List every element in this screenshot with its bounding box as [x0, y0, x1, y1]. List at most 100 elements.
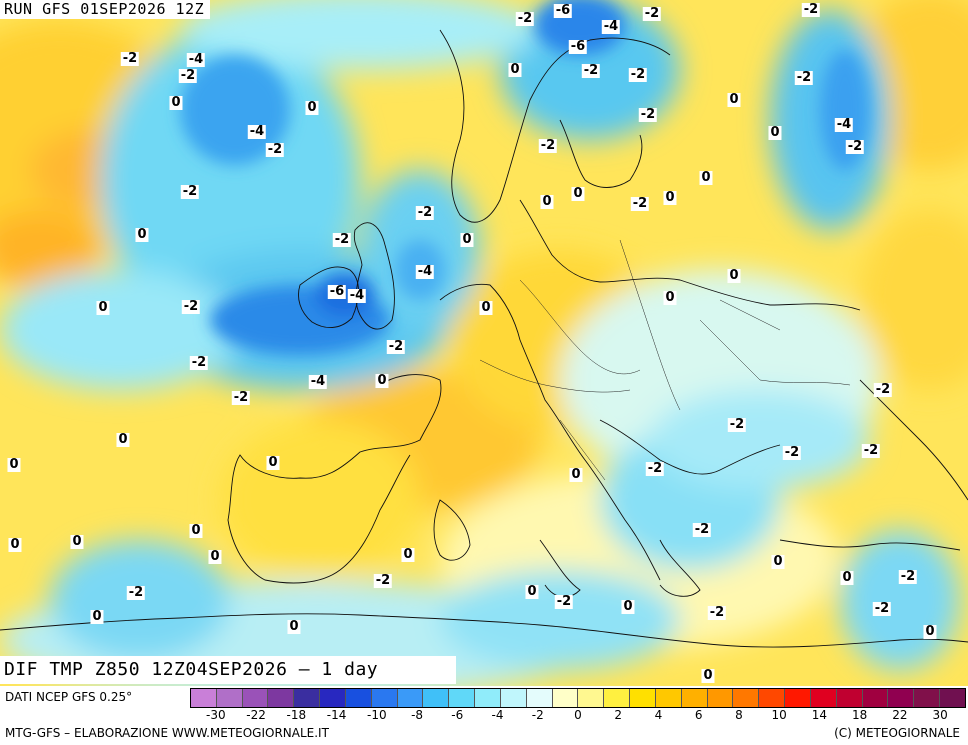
colorbar-swatch	[836, 689, 863, 707]
isotherm-label: 0	[135, 227, 149, 242]
isotherm-label: -4	[415, 264, 435, 279]
isotherm-label: -2	[120, 51, 140, 66]
isotherm-label: -2	[180, 184, 200, 199]
colorbar-tick-label: 0	[574, 708, 582, 722]
colorbar-swatch	[733, 689, 760, 707]
colorbar-swatch	[914, 689, 941, 707]
isotherm-label: 0	[701, 668, 715, 683]
colorbar-swatch	[604, 689, 631, 707]
isotherm-label: -4	[308, 374, 328, 389]
colorbar-swatch	[707, 689, 734, 707]
colorbar-tick-label: -4	[491, 708, 504, 722]
footer: DATI NCEP GFS 0.25° -30 -22 -18 -14 -10 -8 -6-…	[0, 686, 968, 745]
colorbar-swatch	[294, 689, 321, 707]
temperature-fill	[0, 0, 968, 686]
isotherm-label: -2	[373, 573, 393, 588]
isotherm-label: 0	[208, 549, 222, 564]
isotherm-label: -2	[872, 601, 892, 616]
isotherm-label: 0	[169, 95, 183, 110]
colorbar-swatch	[268, 689, 295, 707]
isotherm-label: 0	[479, 300, 493, 315]
isotherm-label: 0	[266, 455, 280, 470]
isotherm-label: 0	[90, 609, 104, 624]
colorbar-tick-label: 18	[852, 708, 868, 722]
map-canvas	[0, 0, 968, 686]
colorbar-swatch	[681, 689, 708, 707]
colorbar-swatch	[423, 689, 450, 707]
isotherm-label: 0	[621, 599, 635, 614]
isotherm-label: 0	[96, 300, 110, 315]
colorbar-tick-label: 10	[771, 708, 787, 722]
isotherm-label: 0	[663, 190, 677, 205]
isotherm-label: 0	[508, 62, 522, 77]
colorbar-tick-label: -8	[411, 708, 424, 722]
borders	[479, 239, 851, 481]
isotherm-label: 0	[8, 537, 22, 552]
isotherm-label: -4	[834, 117, 854, 132]
colorbar-swatch	[449, 689, 476, 707]
colorbar-swatch	[888, 689, 915, 707]
isotherm-label: -2	[178, 68, 198, 83]
colorbar-tick-label: 14	[811, 708, 828, 722]
isotherm-label: 0	[699, 170, 713, 185]
colorbar-tick-label: -6	[451, 708, 464, 722]
isotherm-label: -4	[186, 52, 206, 67]
isotherm-label: 0	[571, 186, 585, 201]
colorbar-swatch	[397, 689, 424, 707]
colorbar-swatch	[500, 689, 527, 707]
isotherm-label: 0	[663, 290, 677, 305]
isotherm-label: 0	[771, 554, 785, 569]
coastlines	[0, 29, 968, 648]
isotherm-label: -2	[332, 232, 352, 247]
isotherm-label: 0	[569, 467, 583, 482]
colorbar-tick-label: -10	[367, 708, 387, 722]
isotherm-label: -2	[231, 390, 251, 405]
isotherm-label: 0	[7, 457, 21, 472]
colorbar-swatch	[578, 689, 605, 707]
isotherm-label: -2	[415, 205, 435, 220]
colorbar-swatch	[242, 689, 269, 707]
colorbar-tick-label: -2	[531, 708, 544, 722]
colorbar-swatch	[371, 689, 398, 707]
colorbar-swatch	[810, 689, 837, 707]
isotherm-label: -2	[581, 63, 601, 78]
isotherm-label: 0	[768, 125, 782, 140]
colorbar-tick-label: -22	[246, 708, 266, 722]
colorbar-swatch	[345, 689, 372, 707]
colorbar-swatch	[216, 689, 243, 707]
isotherm-label: -2	[189, 355, 209, 370]
isotherm-label: -2	[515, 11, 535, 26]
isotherm-label: 0	[923, 624, 937, 639]
isotherm-label: 0	[189, 523, 203, 538]
isotherm-label: -2	[782, 445, 802, 460]
temperature-difference-map	[0, 0, 968, 686]
colorbar-tick-label: -14	[326, 708, 347, 722]
isotherm-label: 0	[305, 100, 319, 115]
field-title: DIF TMP Z850 12Z04SEP2026 – 1 day	[0, 656, 456, 684]
colorbar-tick-label: 4	[654, 708, 663, 722]
isotherm-label: 0	[727, 92, 741, 107]
isotherm-label: 0	[840, 570, 854, 585]
isotherm-label: -6	[568, 39, 588, 54]
isotherm-label: -2	[386, 339, 406, 354]
credit-copyright: (C) METEOGIORNALE	[834, 726, 960, 740]
isotherm-label: -2	[873, 382, 893, 397]
isotherm-label: -2	[845, 139, 865, 154]
colorbar-tick-label: 2	[614, 708, 623, 722]
colorbar	[190, 688, 966, 708]
isotherm-label: -2	[538, 138, 558, 153]
colorbar-swatch	[655, 689, 682, 707]
isotherm-label: -2	[794, 70, 814, 85]
isotherm-label: -4	[601, 19, 621, 34]
isotherm-label: -6	[553, 3, 573, 18]
colorbar-swatch	[526, 689, 553, 707]
isotherm-label: -2	[628, 67, 648, 82]
colorbar-swatch	[785, 689, 811, 707]
isotherm-label: -2	[181, 299, 201, 314]
isotherm-label: -2	[630, 196, 650, 211]
colorbar-swatch	[475, 689, 501, 707]
isotherm-label: -4	[247, 124, 267, 139]
isotherm-label: -2	[861, 443, 881, 458]
isotherm-label: 0	[460, 232, 474, 247]
isotherm-label: 0	[401, 547, 415, 562]
